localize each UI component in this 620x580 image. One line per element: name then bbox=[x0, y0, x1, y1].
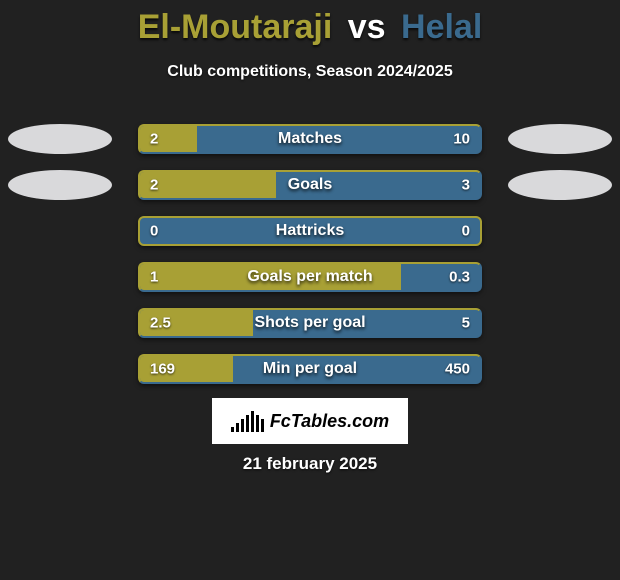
stat-right-value: 450 bbox=[445, 361, 470, 378]
team-badge-right bbox=[508, 124, 612, 154]
stat-label: Shots per goal bbox=[254, 314, 365, 332]
stat-bar-left-fill bbox=[140, 172, 276, 198]
stat-bar: 2 10 Matches bbox=[138, 124, 482, 154]
subtitle: Club competitions, Season 2024/2025 bbox=[0, 63, 620, 81]
stat-bar-left-fill bbox=[140, 126, 197, 152]
stat-label: Matches bbox=[278, 130, 342, 148]
stat-row: 169 450 Min per goal bbox=[0, 354, 620, 384]
stat-left-value: 0 bbox=[150, 223, 158, 240]
stat-row: 2 3 Goals bbox=[0, 170, 620, 200]
stat-left-value: 169 bbox=[150, 361, 175, 378]
team-badge-left bbox=[8, 170, 112, 200]
stat-label: Hattricks bbox=[276, 222, 344, 240]
team-badge-left bbox=[8, 124, 112, 154]
branding-badge: FcTables.com bbox=[212, 398, 408, 444]
stat-bar: 0 0 Hattricks bbox=[138, 216, 482, 246]
team-badge-right bbox=[508, 170, 612, 200]
stat-bar: 2 3 Goals bbox=[138, 170, 482, 200]
stat-right-value: 10 bbox=[453, 131, 470, 148]
title-vs: vs bbox=[342, 8, 392, 46]
stat-label: Goals per match bbox=[247, 268, 372, 286]
stat-right-value: 0.3 bbox=[449, 269, 470, 286]
stat-left-value: 1 bbox=[150, 269, 158, 286]
stat-row: 2.5 5 Shots per goal bbox=[0, 308, 620, 338]
stat-right-value: 0 bbox=[462, 223, 470, 240]
title-player1: El-Moutaraji bbox=[138, 8, 333, 46]
date-label: 21 february 2025 bbox=[0, 454, 620, 474]
chart-bars-icon bbox=[231, 410, 264, 432]
stat-row: 1 0.3 Goals per match bbox=[0, 262, 620, 292]
page-title: El-Moutaraji vs Helal bbox=[0, 0, 620, 47]
stat-left-value: 2.5 bbox=[150, 315, 171, 332]
stat-left-value: 2 bbox=[150, 177, 158, 194]
stat-bar: 169 450 Min per goal bbox=[138, 354, 482, 384]
title-player2: Helal bbox=[401, 8, 482, 46]
stat-label: Goals bbox=[288, 176, 332, 194]
stat-row: 2 10 Matches bbox=[0, 124, 620, 154]
comparison-rows: 2 10 Matches 2 3 Goals 0 0 Hattricks 1 0.3 Goals pe… bbox=[0, 124, 620, 400]
branding-text: FcTables.com bbox=[270, 411, 389, 432]
stat-label: Min per goal bbox=[263, 360, 357, 378]
stat-bar: 1 0.3 Goals per match bbox=[138, 262, 482, 292]
stat-left-value: 2 bbox=[150, 131, 158, 148]
stat-row: 0 0 Hattricks bbox=[0, 216, 620, 246]
stat-right-value: 3 bbox=[462, 177, 470, 194]
stat-right-value: 5 bbox=[462, 315, 470, 332]
stat-bar: 2.5 5 Shots per goal bbox=[138, 308, 482, 338]
